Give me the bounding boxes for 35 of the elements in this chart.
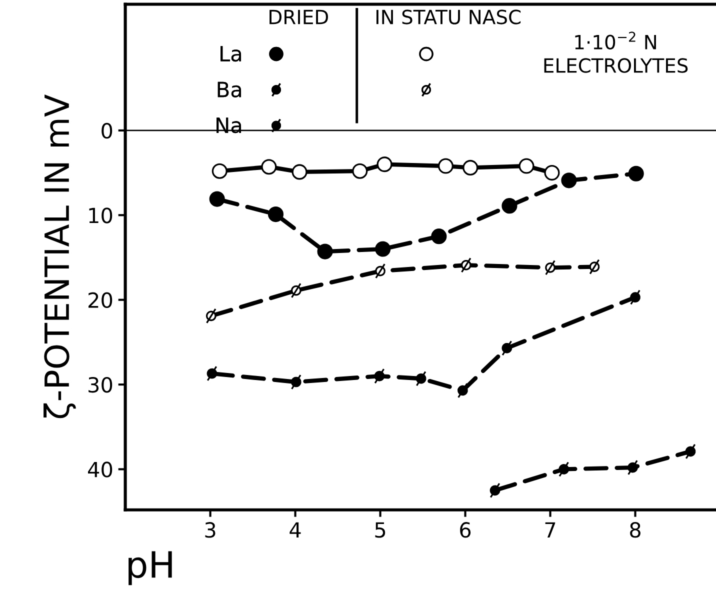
point xyxy=(502,198,518,214)
y-tick-label: 20 xyxy=(88,292,112,308)
point xyxy=(628,166,644,182)
point xyxy=(462,160,478,176)
point xyxy=(431,228,447,244)
x-tick-label: 5 xyxy=(375,522,386,538)
point xyxy=(352,163,368,179)
y-tick-label: 30 xyxy=(88,376,112,393)
x-tick-label: 3 xyxy=(205,522,216,538)
x-tick-label: 6 xyxy=(460,522,471,538)
legend-label: Ba xyxy=(218,82,242,98)
point xyxy=(518,158,534,174)
x-axis-title: pH xyxy=(128,551,172,586)
point xyxy=(292,164,308,180)
y-tick-label: 10 xyxy=(89,208,112,224)
y-tick-label: 40 xyxy=(88,462,112,478)
point xyxy=(376,156,392,172)
y-tick-label: 0 xyxy=(102,122,112,139)
point xyxy=(375,241,391,257)
annotation: 1·10$^{−2}$ N ELECTROLYTES xyxy=(544,32,688,73)
x-tick-label: 8 xyxy=(630,522,640,538)
point xyxy=(268,206,284,222)
legend-label: La xyxy=(220,46,242,62)
point xyxy=(212,163,228,179)
point xyxy=(544,165,560,181)
y-axis-title: ζ-POTENTIAL IN mV xyxy=(44,94,76,418)
annotation: DRIED xyxy=(270,10,328,24)
point xyxy=(209,191,225,207)
point xyxy=(317,244,333,260)
point xyxy=(561,172,577,188)
point xyxy=(261,159,277,175)
annotation: IN STATU NASC xyxy=(376,10,521,24)
x-tick-label: 7 xyxy=(545,522,556,538)
point xyxy=(438,158,454,174)
x-tick-label: 4 xyxy=(290,522,301,538)
